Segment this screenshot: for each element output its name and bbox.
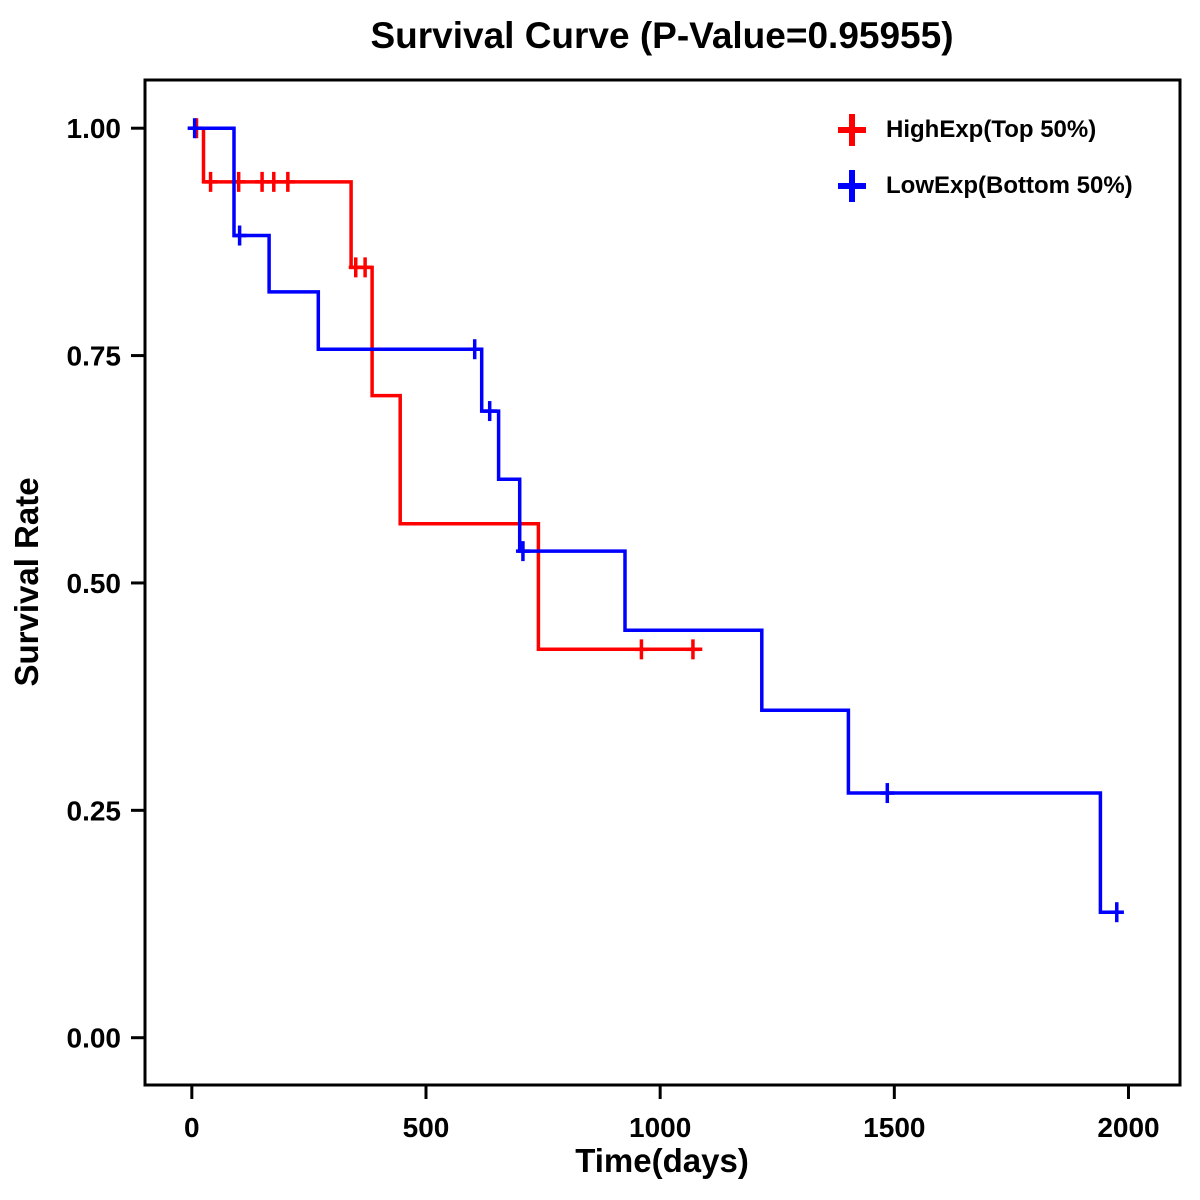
y-tick-label: 0.50 — [67, 568, 122, 599]
censor-mark — [266, 171, 281, 192]
legend-label-highexp: HighExp(Top 50%) — [886, 116, 1097, 143]
y-tick-label: 0.25 — [67, 795, 122, 826]
x-axis-title: Time(days) — [575, 1142, 749, 1179]
series-layer — [187, 118, 1124, 923]
survival-step-curve — [191, 126, 1124, 914]
censor-mark — [634, 639, 649, 660]
censor-mark — [255, 171, 270, 192]
plus-marker-icon — [838, 170, 866, 202]
plot-border — [143, 78, 1182, 1087]
y-tick-label: 0.75 — [67, 341, 122, 372]
y-axis-title: Survival Rate — [8, 477, 45, 686]
legend-item-lowexp: LowExp(Bottom 50%) — [832, 166, 1133, 206]
x-tick-label: 1500 — [863, 1112, 925, 1143]
censor-mark — [467, 339, 482, 360]
y-tick-label: 0.00 — [67, 1023, 122, 1054]
censor-mark — [280, 171, 295, 192]
x-tick-label: 0 — [184, 1112, 200, 1143]
x-tick-label: 500 — [403, 1112, 450, 1143]
plus-marker-icon — [838, 114, 866, 146]
y-tick-label: 1.00 — [67, 113, 122, 144]
censor-mark — [187, 118, 202, 139]
censor-mark — [685, 639, 700, 660]
censor-mark — [1109, 902, 1124, 923]
censor-mark — [358, 257, 373, 278]
x-tick-label: 1000 — [629, 1112, 691, 1143]
legend-item-highexp: HighExp(Top 50%) — [832, 110, 1133, 150]
legend-label-lowexp: LowExp(Bottom 50%) — [886, 172, 1133, 199]
censor-mark — [482, 401, 497, 422]
legend: HighExp(Top 50%) LowExp(Bottom 50%) — [832, 110, 1133, 206]
censor-mark — [515, 541, 530, 562]
censor-mark — [880, 783, 895, 804]
censor-mark — [203, 171, 218, 192]
axis-ticks: 0 500 1000 1500 2000 0.00 0.25 0.50 0.75 1.00 — [67, 113, 1160, 1143]
chart-title: Survival Curve (P-Value=0.95955) — [370, 15, 953, 56]
x-tick-label: 2000 — [1097, 1112, 1159, 1143]
censor-mark — [232, 225, 247, 246]
survival-step-curve — [191, 126, 703, 652]
